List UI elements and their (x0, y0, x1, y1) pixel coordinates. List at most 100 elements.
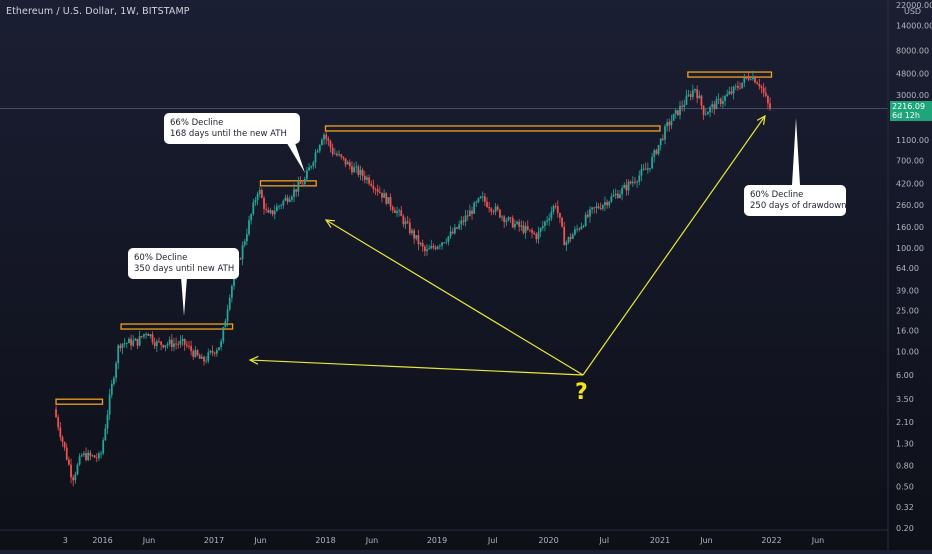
y-tick-label: 10.00 (896, 348, 919, 357)
candle-body (625, 184, 628, 191)
candle-body (143, 334, 145, 337)
y-tick-label: 6.00 (896, 371, 914, 380)
candle-body (346, 162, 349, 165)
candle-body (767, 95, 769, 104)
x-tick-label: 2020 (538, 536, 558, 545)
candle-body (724, 96, 726, 102)
candle-body (248, 220, 250, 235)
y-tick-label: 100.00 (896, 244, 924, 253)
x-tick-label: 2021 (650, 536, 670, 545)
candle-body (226, 309, 229, 322)
candle-body (567, 237, 570, 243)
candle-body (306, 170, 308, 180)
candle-body (173, 343, 175, 348)
callout-2018-pointer (285, 140, 305, 173)
candle-body (145, 333, 147, 335)
candle-body (260, 190, 263, 198)
candle-body (361, 169, 364, 177)
candle-body (554, 205, 557, 207)
candle-body (541, 226, 544, 229)
candle-body (466, 215, 469, 217)
candle-body (653, 150, 656, 157)
candle-body (185, 344, 188, 346)
candle-body (398, 210, 401, 212)
candle-body (423, 246, 426, 252)
candle-body (108, 394, 111, 415)
candle-body (288, 199, 291, 202)
arrow-line (582, 115, 766, 376)
candle-body (745, 77, 748, 79)
candle-body (496, 206, 499, 210)
candle-body (492, 211, 495, 213)
candle-body (160, 341, 163, 345)
candle-body (70, 464, 72, 478)
candle-body (89, 452, 92, 456)
candle-body (78, 456, 81, 465)
candle-body (170, 339, 173, 348)
candle-body (728, 91, 731, 95)
candle-body (106, 414, 109, 429)
x-tick-label: Jul (487, 536, 498, 545)
candle-body (391, 206, 394, 211)
candle-body (76, 464, 79, 475)
candle-body (74, 474, 77, 481)
candle-body (355, 166, 358, 168)
candle-body (681, 105, 684, 107)
candle-body (280, 205, 283, 207)
candle-body (359, 169, 362, 175)
last-price-badge: 2216.09 6d 12h (890, 101, 932, 121)
candle-body (404, 221, 407, 225)
candle-body (188, 345, 190, 347)
candle-body (591, 207, 593, 210)
candle-body (104, 428, 107, 441)
candle-body (252, 202, 255, 215)
candle-body (275, 206, 278, 212)
y-tick-label: 16.00 (896, 327, 919, 336)
y-tick-label: 0.80 (896, 462, 914, 471)
candle-body (267, 209, 270, 213)
candle-body (140, 336, 143, 337)
candle-body (258, 190, 261, 195)
candle-body (651, 156, 654, 169)
candle-body (301, 183, 304, 185)
candle-body (511, 217, 514, 228)
candle-body (610, 196, 613, 202)
candle-body (634, 181, 636, 183)
candle-body (175, 343, 178, 345)
candle-body (719, 98, 722, 104)
candle-body (228, 297, 231, 310)
y-tick-label: 3.50 (896, 395, 914, 404)
candle-body (732, 86, 735, 94)
candle-body (224, 321, 227, 328)
candle-body (661, 138, 664, 140)
candle-body (445, 241, 448, 243)
candle-body (136, 338, 139, 346)
candle-body (659, 138, 662, 145)
candle-body (453, 227, 456, 234)
candle-body (717, 98, 720, 100)
candle-body (586, 214, 589, 217)
candle-body (366, 177, 368, 180)
candle-body (535, 234, 538, 240)
y-tick-label: 0.20 (896, 524, 914, 533)
candle-body (689, 94, 692, 97)
candle-body (524, 226, 527, 233)
callout-2018: 66% Decline 168 days until the new ATH (164, 113, 300, 144)
candle-body (314, 152, 317, 163)
candle-body (709, 107, 711, 113)
bar-countdown: 6d 12h (892, 111, 920, 120)
candle-body (473, 202, 476, 214)
ath-level-box (55, 398, 104, 405)
candle-body (743, 77, 746, 83)
callout-2022-line2: 250 days of drawdown (750, 200, 847, 211)
candle-body (646, 168, 649, 170)
candle-body (297, 181, 300, 192)
candle-body (72, 477, 75, 481)
y-tick-label: 8000.00 (896, 47, 929, 56)
candle-body (400, 210, 403, 217)
candle-body (421, 243, 424, 247)
candle-body (87, 452, 90, 460)
candle-body (85, 453, 87, 460)
